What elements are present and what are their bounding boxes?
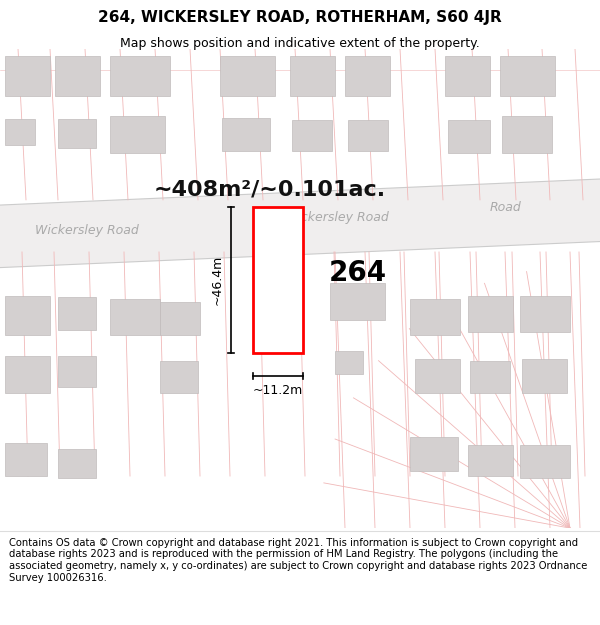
Text: Road: Road bbox=[490, 201, 522, 214]
Bar bbox=[502, 116, 552, 153]
Bar bbox=[448, 119, 490, 153]
Bar bbox=[520, 296, 570, 333]
Bar bbox=[160, 302, 200, 336]
Text: Map shows position and indicative extent of the property.: Map shows position and indicative extent… bbox=[120, 36, 480, 49]
Bar bbox=[410, 299, 460, 336]
Bar bbox=[5, 119, 35, 144]
Bar bbox=[415, 359, 460, 392]
Bar bbox=[522, 359, 567, 392]
Text: 264, WICKERSLEY ROAD, ROTHERHAM, S60 4JR: 264, WICKERSLEY ROAD, ROTHERHAM, S60 4JR bbox=[98, 10, 502, 25]
Bar bbox=[348, 119, 388, 151]
Text: ~11.2m: ~11.2m bbox=[253, 384, 303, 398]
Bar bbox=[410, 438, 458, 471]
Bar bbox=[58, 297, 96, 330]
Bar bbox=[5, 442, 47, 476]
Text: 264: 264 bbox=[329, 259, 387, 287]
Text: Wickersley Road: Wickersley Road bbox=[35, 224, 139, 237]
Text: ~408m²/~0.101ac.: ~408m²/~0.101ac. bbox=[154, 180, 386, 200]
Bar bbox=[330, 283, 385, 320]
Bar bbox=[110, 116, 165, 153]
Bar bbox=[55, 56, 100, 96]
Bar bbox=[220, 56, 275, 96]
Bar bbox=[5, 296, 50, 336]
Bar bbox=[58, 119, 96, 148]
Bar bbox=[470, 361, 510, 392]
Bar bbox=[5, 356, 50, 392]
Bar bbox=[110, 299, 160, 336]
Bar bbox=[500, 56, 555, 96]
Text: Contains OS data © Crown copyright and database right 2021. This information is : Contains OS data © Crown copyright and d… bbox=[9, 538, 587, 582]
Bar bbox=[222, 118, 270, 151]
Bar bbox=[345, 56, 390, 96]
Bar bbox=[58, 356, 96, 388]
Bar bbox=[5, 56, 50, 96]
Bar bbox=[110, 56, 170, 96]
Bar bbox=[253, 207, 303, 353]
Text: Wickersley Road: Wickersley Road bbox=[285, 211, 389, 224]
Bar bbox=[290, 56, 335, 96]
Text: ~46.4m: ~46.4m bbox=[211, 255, 224, 305]
Bar bbox=[520, 445, 570, 478]
Polygon shape bbox=[0, 179, 600, 268]
Bar bbox=[160, 361, 198, 392]
Bar bbox=[335, 351, 363, 374]
Bar bbox=[292, 119, 332, 151]
Bar bbox=[468, 296, 513, 333]
Bar bbox=[468, 445, 513, 476]
Bar bbox=[58, 449, 96, 478]
Bar bbox=[445, 56, 490, 96]
